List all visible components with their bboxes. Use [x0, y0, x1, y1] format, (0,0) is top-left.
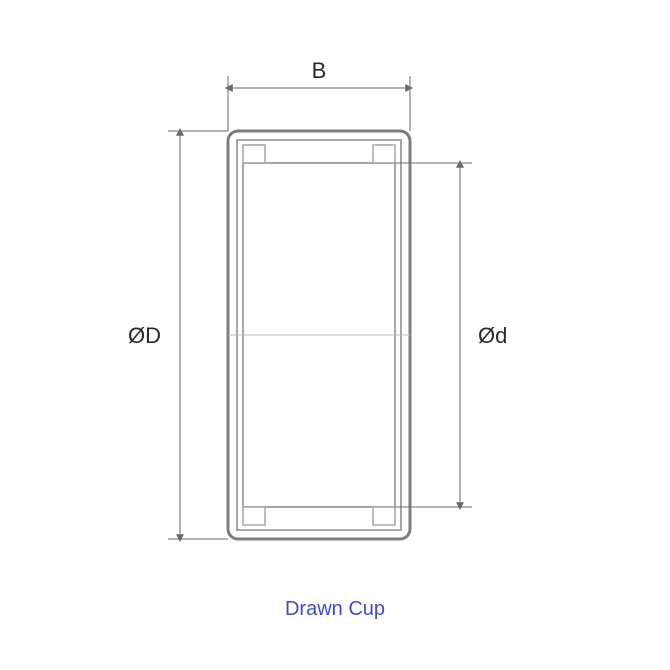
- dim-D-label: ØD: [128, 323, 161, 348]
- needle-section-1: [373, 145, 395, 163]
- dim-B-label: B: [312, 58, 327, 83]
- dim-d-label: Ød: [478, 323, 507, 348]
- diagram-canvas: B ØD Ød Drawn Cup: [0, 0, 670, 670]
- needle-section-2: [243, 507, 265, 525]
- dimension-drawing-svg: B ØD Ød: [0, 0, 670, 670]
- needle-section-0: [243, 145, 265, 163]
- figure-caption: Drawn Cup: [0, 598, 670, 621]
- needle-section-3: [373, 507, 395, 525]
